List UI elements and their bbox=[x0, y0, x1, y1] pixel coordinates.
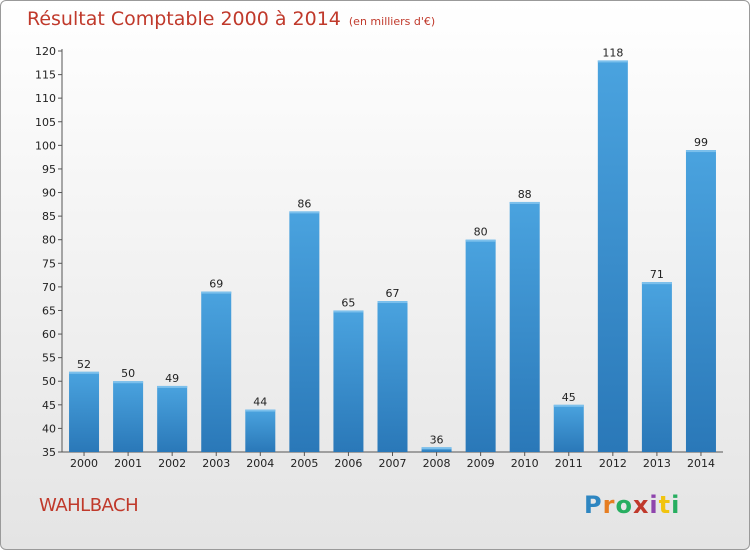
y-tick-label: 85 bbox=[42, 210, 56, 223]
data-label: 69 bbox=[209, 278, 223, 291]
bar bbox=[465, 239, 496, 452]
data-label: 50 bbox=[121, 367, 135, 380]
x-tick-label: 2003 bbox=[202, 457, 230, 470]
bar-top-highlight bbox=[377, 301, 408, 304]
logo-letter: i bbox=[649, 491, 659, 519]
bar bbox=[157, 385, 188, 452]
data-label: 65 bbox=[341, 296, 355, 309]
y-tick-label: 80 bbox=[42, 234, 56, 247]
bar-top-highlight bbox=[465, 239, 496, 242]
chart-subtitle: (en milliers d'€) bbox=[348, 15, 436, 28]
data-label: 44 bbox=[253, 396, 267, 409]
x-tick-label: 2005 bbox=[290, 457, 318, 470]
data-label: 45 bbox=[562, 391, 576, 404]
x-tick-label: 2000 bbox=[70, 457, 98, 470]
data-label: 86 bbox=[297, 197, 311, 210]
y-tick-label: 95 bbox=[42, 163, 56, 176]
y-tick-label: 65 bbox=[42, 304, 56, 317]
x-tick-label: 2010 bbox=[511, 457, 539, 470]
bar-top-highlight bbox=[641, 282, 672, 285]
bar-top-highlight bbox=[553, 404, 584, 407]
bar bbox=[245, 409, 276, 452]
x-tick-label: 2014 bbox=[687, 457, 715, 470]
bar-top-highlight bbox=[509, 201, 540, 204]
y-tick-label: 70 bbox=[42, 281, 56, 294]
y-tick-label: 90 bbox=[42, 187, 56, 200]
y-tick-label: 35 bbox=[42, 446, 56, 459]
x-tick-label: 2007 bbox=[379, 457, 407, 470]
bar bbox=[553, 404, 584, 452]
x-tick-label: 2009 bbox=[467, 457, 495, 470]
logo-letter: t bbox=[658, 491, 672, 519]
bar bbox=[113, 381, 144, 452]
data-label: 88 bbox=[518, 188, 532, 201]
data-label: 99 bbox=[694, 136, 708, 149]
title-text: Résultat Comptable 2000 à 2014 bbox=[27, 8, 341, 30]
bar-top-highlight bbox=[421, 447, 452, 450]
bar bbox=[509, 201, 540, 452]
bar-top-highlight bbox=[597, 60, 628, 63]
bar bbox=[421, 447, 452, 452]
y-tick-label: 60 bbox=[42, 328, 56, 341]
bar bbox=[289, 211, 320, 452]
data-label: 49 bbox=[165, 372, 179, 385]
bar bbox=[333, 310, 364, 452]
x-tick-label: 2002 bbox=[158, 457, 186, 470]
logo-letter: P bbox=[584, 491, 603, 519]
y-tick-label: 40 bbox=[42, 422, 56, 435]
y-tick-label: 115 bbox=[35, 69, 56, 82]
y-tick-label: 50 bbox=[42, 375, 56, 388]
logo-letter: o bbox=[615, 491, 633, 519]
data-label: 52 bbox=[77, 358, 91, 371]
bar-top-highlight bbox=[685, 150, 716, 153]
y-tick-label: 100 bbox=[35, 139, 56, 152]
y-tick-label: 110 bbox=[35, 92, 56, 105]
x-tick-label: 2001 bbox=[114, 457, 142, 470]
bar bbox=[69, 371, 100, 452]
data-label: 71 bbox=[650, 268, 664, 281]
bar bbox=[201, 291, 232, 452]
bar bbox=[641, 282, 672, 452]
data-label: 80 bbox=[474, 226, 488, 239]
bar-top-highlight bbox=[201, 291, 232, 294]
x-tick-label: 2011 bbox=[555, 457, 583, 470]
proxiti-logo[interactable]: Proxiti bbox=[584, 491, 680, 519]
logo-letter: r bbox=[602, 491, 616, 519]
data-label: 67 bbox=[386, 287, 400, 300]
x-tick-label: 2008 bbox=[423, 457, 451, 470]
bar bbox=[377, 301, 408, 452]
bar bbox=[597, 60, 628, 452]
bar-top-highlight bbox=[289, 211, 320, 214]
x-tick-label: 2012 bbox=[599, 457, 627, 470]
x-tick-label: 2013 bbox=[643, 457, 671, 470]
x-tick-label: 2004 bbox=[246, 457, 274, 470]
logo-letter: x bbox=[632, 491, 650, 519]
commune-name: WAHLBACH bbox=[39, 495, 139, 516]
bar-top-highlight bbox=[333, 310, 364, 313]
y-tick-label: 55 bbox=[42, 352, 56, 365]
bar bbox=[685, 150, 716, 452]
chart-title: Résultat Comptable 2000 à 2014 (en millie… bbox=[27, 8, 435, 30]
y-tick-label: 45 bbox=[42, 399, 56, 412]
bar-top-highlight bbox=[113, 381, 144, 384]
data-labels: 52 50 49 69 44 86 65 67 36 80 88 45 118 71 99 bbox=[77, 46, 708, 446]
y-tick-label: 120 bbox=[35, 45, 56, 58]
y-tick-label: 105 bbox=[35, 116, 56, 129]
bar-top-highlight bbox=[157, 385, 188, 388]
y-tick-label: 75 bbox=[42, 257, 56, 270]
bar-top-highlight bbox=[245, 409, 276, 412]
bars bbox=[69, 60, 716, 452]
data-label: 118 bbox=[602, 46, 623, 59]
bar-top-highlight bbox=[69, 371, 100, 374]
logo-letter: i bbox=[671, 491, 681, 519]
x-tick-label: 2006 bbox=[334, 457, 362, 470]
data-label: 36 bbox=[430, 433, 444, 446]
